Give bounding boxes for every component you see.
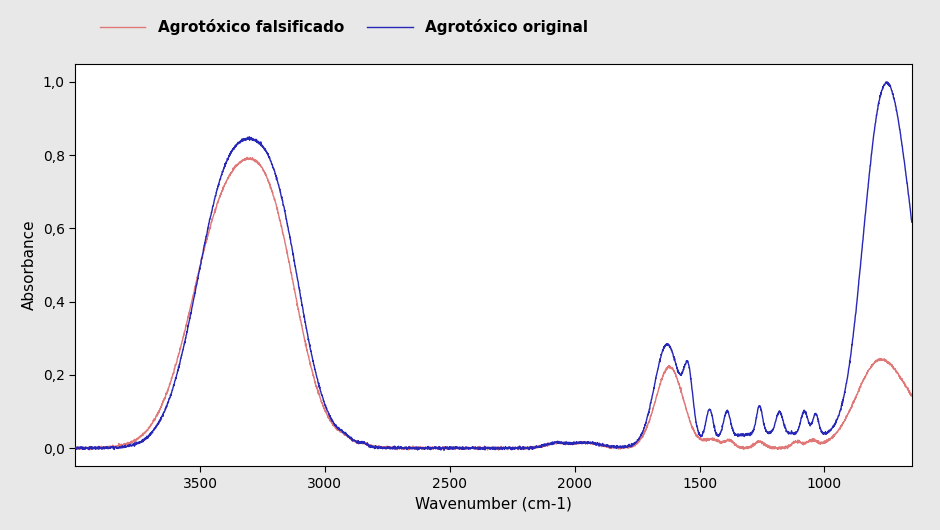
X-axis label: Wavenumber (cm-1): Wavenumber (cm-1) <box>415 497 572 511</box>
Agrotóxico original <box>70 444 81 450</box>
Agrotóxico original <box>428 445 439 452</box>
Agrotóxico original <box>881 80 892 86</box>
Agrotóxico original <box>881 79 892 85</box>
Agrotóxico falsificado <box>881 359 892 365</box>
Line: Agrotóxico original: Agrotóxico original <box>75 82 912 450</box>
Line: Agrotóxico falsificado: Agrotóxico falsificado <box>75 157 912 450</box>
Agrotóxico falsificado <box>467 445 478 452</box>
Agrotóxico original <box>467 444 478 450</box>
Agrotóxico falsificado <box>493 447 504 453</box>
Agrotóxico falsificado <box>428 444 439 450</box>
Agrotóxico falsificado <box>421 445 432 451</box>
Y-axis label: Absorbance: Absorbance <box>23 220 38 310</box>
Legend: Agrotóxico falsificado, Agrotóxico original: Agrotóxico falsificado, Agrotóxico origi… <box>100 19 588 35</box>
Agrotóxico original <box>438 447 449 454</box>
Agrotóxico falsificado <box>242 154 253 161</box>
Agrotóxico falsificado <box>906 392 917 399</box>
Agrotóxico original <box>906 219 917 225</box>
Agrotóxico original <box>678 367 689 373</box>
Agrotóxico falsificado <box>678 396 689 403</box>
Agrotóxico falsificado <box>839 417 851 423</box>
Agrotóxico falsificado <box>70 445 81 451</box>
Agrotóxico original <box>421 445 432 451</box>
Agrotóxico original <box>839 388 851 395</box>
